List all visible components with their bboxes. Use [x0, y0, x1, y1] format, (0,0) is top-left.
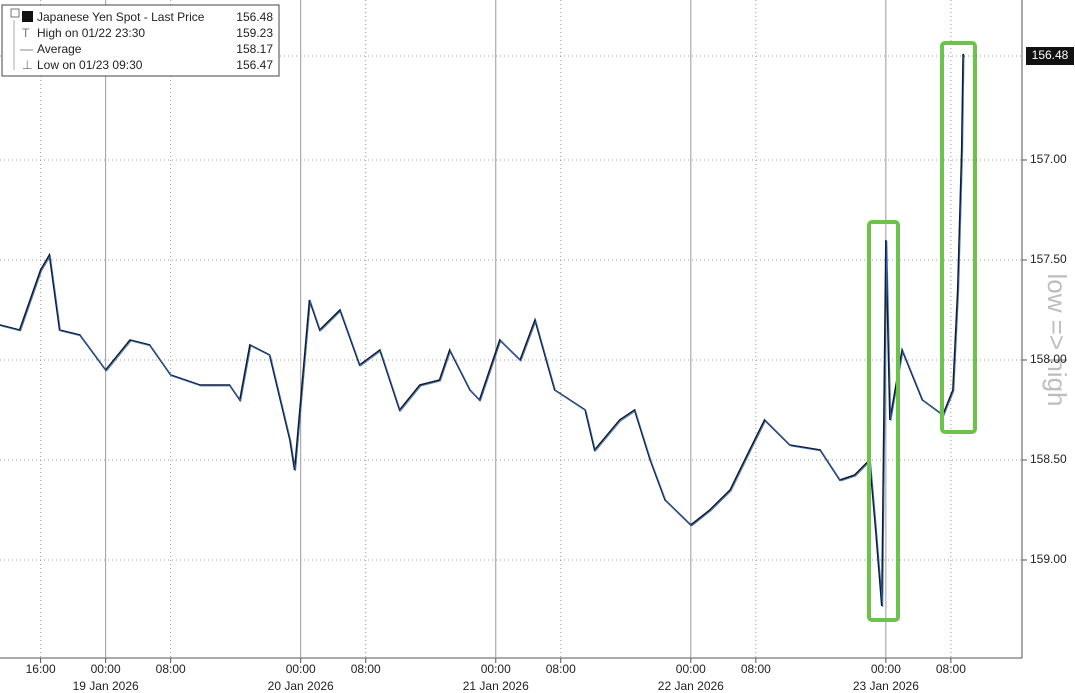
- price-line-accent: [0, 54, 966, 608]
- date-label: 20 Jan 2026: [268, 679, 334, 693]
- price-line: [0, 53, 965, 607]
- legend-value: 156.48: [236, 10, 273, 24]
- annotation: low => high: [1042, 274, 1072, 407]
- y-tick-label: 158.00: [1030, 352, 1067, 366]
- y-tick-label: 158.50: [1030, 452, 1067, 466]
- x-tick-label: 16:00: [26, 662, 56, 676]
- legend-icon: [10, 8, 20, 18]
- highlight-box: [867, 220, 900, 622]
- legend-label: Average: [37, 42, 82, 56]
- date-label: 21 Jan 2026: [463, 679, 529, 693]
- y-tick-label: 157.00: [1030, 152, 1067, 166]
- legend-icon: ⊥: [22, 58, 32, 72]
- x-tick-label: 08:00: [546, 662, 576, 676]
- date-label: 23 Jan 2026: [853, 679, 919, 693]
- x-tick-label: 08:00: [741, 662, 771, 676]
- y-tick-label: 159.00: [1030, 552, 1067, 566]
- x-tick-label: 08:00: [156, 662, 186, 676]
- legend-value: 158.17: [236, 42, 273, 56]
- x-tick-label: 08:00: [936, 662, 966, 676]
- x-tick-label: 00:00: [91, 662, 121, 676]
- legend: Japanese Yen Spot - Last Price 156.48 T …: [1, 4, 280, 77]
- last-price-box: [1026, 47, 1074, 65]
- legend-icon: T: [22, 26, 30, 40]
- x-tick-label: 00:00: [286, 662, 316, 676]
- legend-swatch: [22, 11, 33, 22]
- legend-box: [1, 4, 280, 77]
- x-tick-label: 00:00: [676, 662, 706, 676]
- x-tick-label: 08:00: [351, 662, 381, 676]
- y-tick-label: 157.50: [1030, 252, 1067, 266]
- legend-label: Low on 01/23 09:30: [37, 58, 143, 72]
- plot: [0, 0, 1022, 658]
- date-label: 22 Jan 2026: [658, 679, 724, 693]
- legend-value: 159.23: [236, 26, 273, 40]
- x-tick-label: 00:00: [481, 662, 511, 676]
- legend-label: High on 01/22 23:30: [37, 26, 145, 40]
- last-price-label: 156.48: [1032, 48, 1069, 62]
- date-label: 19 Jan 2026: [73, 679, 139, 693]
- highlight-box: [940, 41, 977, 434]
- legend-title: Japanese Yen Spot - Last Price: [37, 10, 205, 24]
- legend-value: 156.47: [236, 58, 273, 72]
- x-tick-label: 00:00: [871, 662, 901, 676]
